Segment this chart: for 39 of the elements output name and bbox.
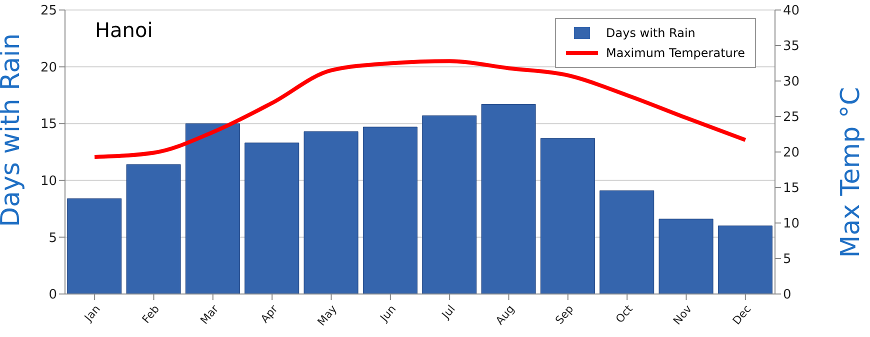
y-tick-label: 25 bbox=[40, 4, 57, 19]
bar bbox=[244, 142, 300, 294]
y2-tick-label: 35 bbox=[783, 39, 800, 54]
y2-tick-label: 25 bbox=[783, 110, 800, 126]
bar bbox=[658, 218, 714, 294]
bar bbox=[67, 198, 122, 294]
bar bbox=[600, 190, 654, 294]
y-tick-label: 5 bbox=[48, 230, 57, 246]
y2-tick-label: 5 bbox=[783, 252, 792, 268]
bar bbox=[481, 104, 536, 294]
bar bbox=[362, 126, 418, 294]
y-tick-label: 10 bbox=[40, 174, 57, 190]
x-tick-label: Feb bbox=[140, 302, 162, 326]
x-tick-label: Jun bbox=[377, 302, 399, 325]
x-tick-label: Jan bbox=[81, 302, 103, 325]
y2-tick-label: 10 bbox=[783, 216, 800, 232]
y2-axis-title: Max Temp °C bbox=[836, 87, 866, 258]
legend-label: Days with Rain bbox=[606, 26, 696, 40]
bar bbox=[540, 138, 595, 294]
bar bbox=[185, 123, 240, 294]
x-tick-label: Oct bbox=[613, 302, 636, 326]
y2-tick-label: 15 bbox=[783, 181, 800, 196]
y2-tick-label: 40 bbox=[783, 4, 800, 19]
bar bbox=[304, 131, 358, 294]
y-tick-label: 20 bbox=[40, 60, 57, 76]
x-tick-label: Jul bbox=[438, 302, 458, 322]
x-tick-label: Sep bbox=[552, 302, 576, 327]
y-tick-label: 15 bbox=[40, 117, 57, 132]
legend-label: Maximum Temperature bbox=[606, 46, 745, 60]
line-series bbox=[92, 59, 748, 159]
bar bbox=[718, 226, 772, 294]
bar bbox=[126, 164, 181, 294]
chart-title: Hanoi bbox=[95, 18, 153, 42]
y2-tick-label: 0 bbox=[783, 288, 792, 303]
x-tick-label: Apr bbox=[258, 302, 281, 326]
bar bbox=[422, 115, 477, 294]
y2-tick-label: 20 bbox=[783, 146, 800, 161]
y2-tick-label: 30 bbox=[783, 74, 800, 90]
y-tick-label: 0 bbox=[48, 288, 57, 303]
